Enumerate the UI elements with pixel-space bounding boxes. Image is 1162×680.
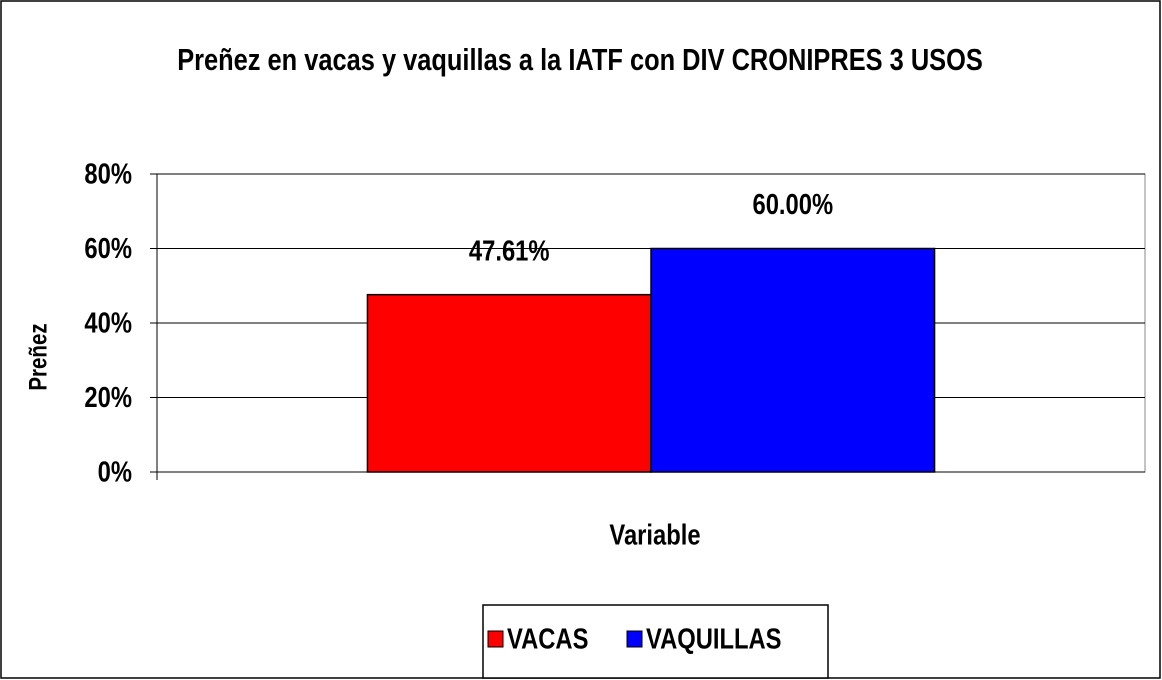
y-tick-label: 20% xyxy=(84,381,132,414)
legend-box xyxy=(482,604,829,679)
y-tick-label: 40% xyxy=(84,306,132,339)
legend-label: VACAS xyxy=(507,622,588,655)
x-axis-label: Variable xyxy=(609,518,700,551)
legend-swatch xyxy=(487,630,504,648)
bar xyxy=(650,247,936,473)
bar xyxy=(366,293,652,473)
data-label: 47.61% xyxy=(469,234,550,267)
y-tick-label: 0% xyxy=(98,455,132,488)
chart-title: Preñez en vacas y vaquillas a la IATF co… xyxy=(177,43,983,78)
y-axis-label: Preñez xyxy=(24,323,52,390)
legend-swatch xyxy=(626,630,643,648)
y-tick-label: 80% xyxy=(84,157,132,190)
y-tick-label: 60% xyxy=(84,232,132,265)
legend-label: VAQUILLAS xyxy=(646,622,782,655)
data-label: 60.00% xyxy=(752,188,833,221)
